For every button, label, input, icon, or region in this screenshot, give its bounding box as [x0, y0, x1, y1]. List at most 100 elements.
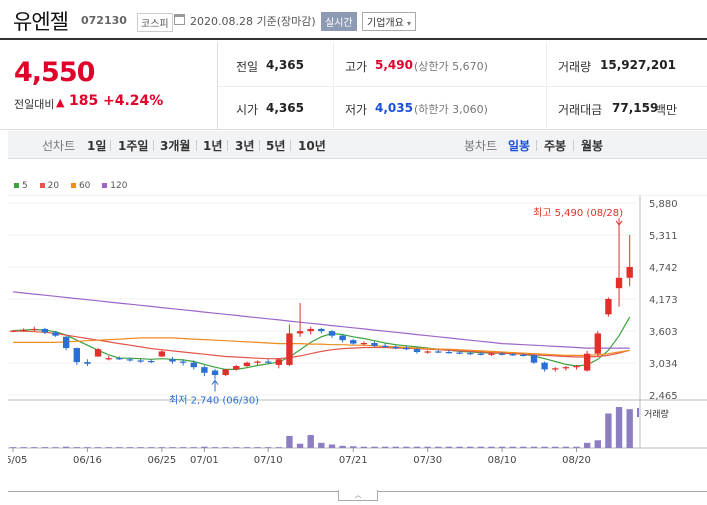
- row-divider: [218, 86, 707, 87]
- volume-bar: [286, 435, 293, 448]
- tab-1day[interactable]: 1일: [87, 139, 107, 153]
- candle-body: [148, 360, 155, 363]
- volume-bar: [435, 446, 442, 448]
- tab-3month[interactable]: 3개월: [160, 139, 191, 153]
- high-arrow-head: [615, 220, 623, 226]
- tab-separator: [573, 140, 574, 151]
- candle-body: [488, 353, 495, 355]
- candle-body: [296, 331, 304, 334]
- x-tick-label: 06/05: [8, 455, 27, 466]
- volume-bar: [275, 447, 283, 448]
- stock-name: 유엔젤: [13, 10, 69, 34]
- tab-1year[interactable]: 1년: [203, 139, 223, 153]
- volume-bar: [615, 407, 623, 448]
- volume-bar: [94, 447, 102, 448]
- volume-bar: [477, 446, 485, 448]
- legend-item-ma60: 60: [70, 181, 90, 191]
- candle-body: [541, 362, 548, 370]
- volume-bar: [541, 446, 548, 448]
- legend-item-ma5: 5: [14, 181, 28, 191]
- prev-close-label: 전일: [236, 60, 259, 74]
- volume-bar: [148, 447, 155, 448]
- low-annotation: 최저 2,740 (06/30): [169, 395, 259, 407]
- volume-bar: [339, 445, 346, 448]
- low-label: 저가: [345, 103, 368, 117]
- candle-body: [116, 358, 123, 360]
- x-tick-label: 07/30: [413, 455, 442, 466]
- tab-3year[interactable]: 3년: [235, 139, 255, 153]
- y-tick-label: 5,880: [649, 199, 678, 210]
- candle-body: [477, 353, 485, 355]
- company-overview-button[interactable]: 기업개요 ▾: [362, 12, 417, 31]
- high-label: 고가: [345, 60, 368, 74]
- volume-label: 거래량: [644, 408, 669, 420]
- realtime-button[interactable]: 실시간: [321, 12, 357, 31]
- y-tick-label: 3,603: [649, 327, 678, 338]
- volume-bar: [328, 444, 336, 448]
- line-chart-title: 선차트: [42, 139, 76, 153]
- tab-separator: [110, 140, 111, 151]
- candle-body: [318, 328, 325, 332]
- volume-bar: [381, 446, 389, 448]
- legend-swatch: [14, 183, 19, 188]
- y-tick-label: 4,173: [649, 295, 678, 306]
- tab-weekly[interactable]: 주봉: [544, 139, 567, 153]
- legend-label: 20: [47, 181, 60, 191]
- volume-bar: [201, 446, 208, 448]
- volume-bar: [562, 446, 570, 448]
- volume-bar: [41, 447, 49, 448]
- volume-value: 15,927,201: [600, 58, 676, 72]
- candlestick-chart[interactable]: 5,880 5,311 4,742 4,173 3,603 3,034 2,465 06/05…: [8, 195, 707, 495]
- candle-body: [594, 333, 601, 354]
- column-divider: [546, 42, 547, 130]
- tab-10year[interactable]: 10년: [298, 139, 326, 153]
- volume-bar: [509, 446, 516, 448]
- candle-body: [403, 348, 410, 350]
- tab-daily[interactable]: 일봉: [508, 139, 531, 153]
- volume-bar: [413, 446, 421, 448]
- volume-bar: [179, 447, 187, 448]
- volume-bar: [254, 447, 261, 448]
- volume-bar: [552, 446, 559, 448]
- volume-bar: [73, 447, 80, 448]
- chart-canvas[interactable]: 5,880 5,311 4,742 4,173 3,603 3,034 2,465 06/05…: [8, 195, 707, 490]
- volume-bar: [467, 446, 474, 448]
- candle-body: [392, 346, 399, 349]
- candle-body: [562, 367, 570, 369]
- candle-body: [126, 359, 134, 361]
- ma60-line: [13, 337, 630, 356]
- candle-body: [583, 353, 591, 371]
- current-price: 4,550: [14, 57, 95, 88]
- legend-item-ma20: 20: [39, 181, 60, 191]
- company-overview-label: 기업개요: [367, 18, 404, 29]
- tab-1week[interactable]: 1주일: [118, 139, 149, 153]
- y-tick-label: 5,311: [649, 231, 678, 242]
- volume-bar: [488, 446, 495, 448]
- candle-body: [328, 331, 336, 336]
- volume-bar: [350, 446, 357, 448]
- candle-body: [52, 332, 59, 336]
- candle-body: [573, 366, 580, 368]
- volume-bar: [445, 446, 453, 448]
- volume-bar: [52, 447, 59, 448]
- collapse-chart-button[interactable]: ︿: [338, 490, 378, 501]
- volume-bar: [243, 447, 251, 448]
- tab-monthly[interactable]: 월봉: [581, 139, 604, 153]
- stock-code: 072130: [81, 14, 127, 27]
- tab-separator: [536, 140, 537, 151]
- candle-body: [509, 354, 516, 356]
- legend-swatch: [39, 183, 45, 188]
- candle-body: [105, 358, 112, 360]
- volume-bar: [583, 442, 591, 448]
- volume-label: 거래량: [558, 60, 592, 74]
- x-tick-label: 07/10: [254, 455, 283, 466]
- change-label: 전일대비: [14, 98, 55, 111]
- ma-legend: 5 20 60 120: [14, 181, 136, 191]
- candle-body: [211, 370, 219, 376]
- tab-5year[interactable]: 5년: [266, 139, 286, 153]
- tab-separator: [196, 140, 197, 151]
- candle-body: [62, 336, 70, 349]
- volume-bar: [222, 447, 229, 448]
- high-value: 5,490: [375, 58, 413, 72]
- low-value: 4,035: [375, 101, 413, 115]
